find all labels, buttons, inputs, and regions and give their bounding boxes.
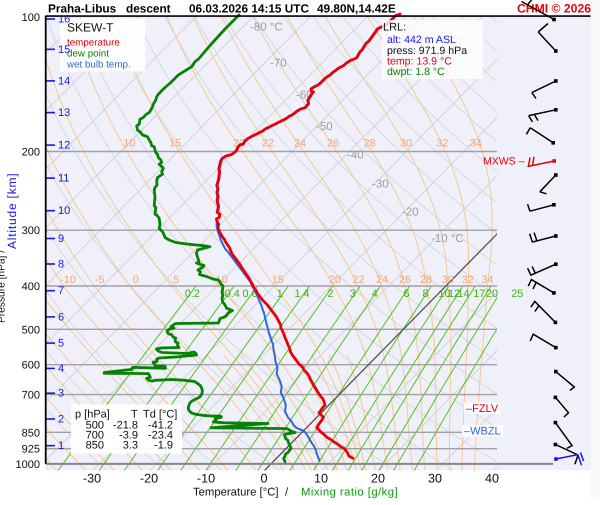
svg-text:-80 °C: -80 °C bbox=[250, 22, 283, 34]
svg-text:600: 600 bbox=[22, 360, 40, 372]
svg-text:–WBZL: –WBZL bbox=[464, 426, 501, 438]
svg-text:40: 40 bbox=[485, 472, 499, 486]
svg-text:3.3: 3.3 bbox=[123, 440, 138, 452]
svg-text:10: 10 bbox=[123, 138, 135, 150]
svg-text:925: 925 bbox=[22, 444, 40, 456]
svg-text:500: 500 bbox=[22, 324, 40, 336]
svg-text:Pressure [hPa] /: Pressure [hPa] / bbox=[0, 250, 8, 323]
svg-text:30: 30 bbox=[400, 138, 412, 150]
svg-text:0.4: 0.4 bbox=[225, 288, 240, 300]
svg-text:4: 4 bbox=[372, 288, 378, 300]
svg-text:17: 17 bbox=[473, 288, 485, 300]
svg-text:2: 2 bbox=[58, 414, 64, 426]
svg-text:10: 10 bbox=[58, 205, 70, 217]
svg-text:26: 26 bbox=[399, 274, 411, 286]
svg-text:4: 4 bbox=[58, 363, 64, 375]
svg-text:14: 14 bbox=[58, 75, 70, 87]
svg-text:1: 1 bbox=[58, 440, 64, 452]
svg-text:1.4: 1.4 bbox=[294, 288, 309, 300]
svg-text:dwpt: 1.8 °C: dwpt: 1.8 °C bbox=[387, 66, 445, 78]
svg-text:15: 15 bbox=[272, 274, 284, 286]
svg-text:-20: -20 bbox=[402, 207, 419, 219]
svg-text:-70: -70 bbox=[270, 58, 287, 70]
svg-text:8: 8 bbox=[422, 288, 428, 300]
svg-text:0.2: 0.2 bbox=[185, 288, 200, 300]
svg-text:100: 100 bbox=[22, 12, 40, 24]
svg-text:6: 6 bbox=[58, 311, 64, 323]
svg-text:28: 28 bbox=[420, 274, 432, 286]
svg-text:5: 5 bbox=[58, 338, 64, 350]
svg-text:1: 1 bbox=[277, 288, 283, 300]
svg-text:850: 850 bbox=[86, 440, 104, 452]
svg-text:SKEW-T: SKEW-T bbox=[67, 21, 114, 35]
svg-text:-10: -10 bbox=[197, 472, 215, 486]
svg-text:400: 400 bbox=[22, 281, 40, 293]
svg-text:LRL:: LRL: bbox=[383, 22, 406, 34]
svg-text:-30: -30 bbox=[83, 472, 101, 486]
svg-text:34: 34 bbox=[470, 138, 482, 150]
svg-text:24: 24 bbox=[294, 138, 306, 150]
svg-text:30: 30 bbox=[442, 274, 454, 286]
svg-text:3: 3 bbox=[350, 288, 356, 300]
svg-text:200: 200 bbox=[22, 147, 40, 159]
svg-text:11: 11 bbox=[58, 173, 69, 185]
svg-text:2: 2 bbox=[327, 288, 333, 300]
svg-text:10: 10 bbox=[314, 472, 328, 486]
svg-text:-20: -20 bbox=[140, 472, 158, 486]
svg-text:dew point: dew point bbox=[67, 49, 109, 60]
svg-text:Temperature [°C]: Temperature [°C] bbox=[193, 487, 279, 499]
svg-text:-50: -50 bbox=[316, 121, 333, 133]
svg-text:700: 700 bbox=[22, 390, 40, 402]
svg-text:30: 30 bbox=[428, 472, 442, 486]
svg-text:7: 7 bbox=[58, 285, 64, 297]
svg-text:9: 9 bbox=[58, 233, 64, 245]
svg-text:0: 0 bbox=[133, 274, 139, 286]
svg-text:14: 14 bbox=[457, 288, 469, 300]
svg-text:20: 20 bbox=[371, 472, 385, 486]
svg-text:-10 °C: -10 °C bbox=[431, 233, 464, 245]
svg-text:3: 3 bbox=[58, 388, 64, 400]
svg-text:MXWS –: MXWS – bbox=[483, 156, 525, 168]
svg-text:-40: -40 bbox=[347, 150, 364, 162]
svg-text:24: 24 bbox=[376, 274, 388, 286]
svg-text:wet bulb temp.: wet bulb temp. bbox=[66, 60, 131, 71]
svg-text:13: 13 bbox=[58, 107, 70, 119]
svg-text:26: 26 bbox=[327, 138, 339, 150]
svg-text:-10: -10 bbox=[60, 274, 76, 286]
svg-text:5: 5 bbox=[173, 274, 179, 286]
svg-text:1000: 1000 bbox=[16, 459, 40, 471]
svg-text:20: 20 bbox=[486, 288, 498, 300]
svg-text:12: 12 bbox=[58, 140, 70, 152]
svg-text:-1.9: -1.9 bbox=[154, 440, 173, 452]
svg-text:34: 34 bbox=[481, 274, 493, 286]
svg-text:Altitude [km]: Altitude [km] bbox=[5, 173, 19, 249]
svg-text:15: 15 bbox=[58, 44, 70, 56]
svg-text:8: 8 bbox=[58, 259, 64, 271]
svg-text:22: 22 bbox=[262, 138, 274, 150]
svg-text:15: 15 bbox=[169, 138, 181, 150]
svg-text:-5: -5 bbox=[95, 274, 105, 286]
svg-text:temperature: temperature bbox=[67, 38, 120, 49]
svg-text:0: 0 bbox=[260, 472, 267, 486]
svg-text:25: 25 bbox=[511, 288, 523, 300]
svg-text:32: 32 bbox=[462, 274, 474, 286]
svg-text:32: 32 bbox=[436, 138, 448, 150]
svg-text:300: 300 bbox=[22, 225, 40, 237]
svg-text:6: 6 bbox=[403, 288, 409, 300]
svg-text:-30: -30 bbox=[372, 179, 389, 191]
svg-text:850: 850 bbox=[22, 427, 40, 439]
svg-text:20: 20 bbox=[329, 274, 341, 286]
svg-text:Mixing ratio [g/kg]: Mixing ratio [g/kg] bbox=[301, 487, 398, 499]
svg-text:28: 28 bbox=[364, 138, 376, 150]
svg-text:22: 22 bbox=[352, 274, 364, 286]
svg-text:–FZLV: –FZLV bbox=[466, 403, 499, 415]
